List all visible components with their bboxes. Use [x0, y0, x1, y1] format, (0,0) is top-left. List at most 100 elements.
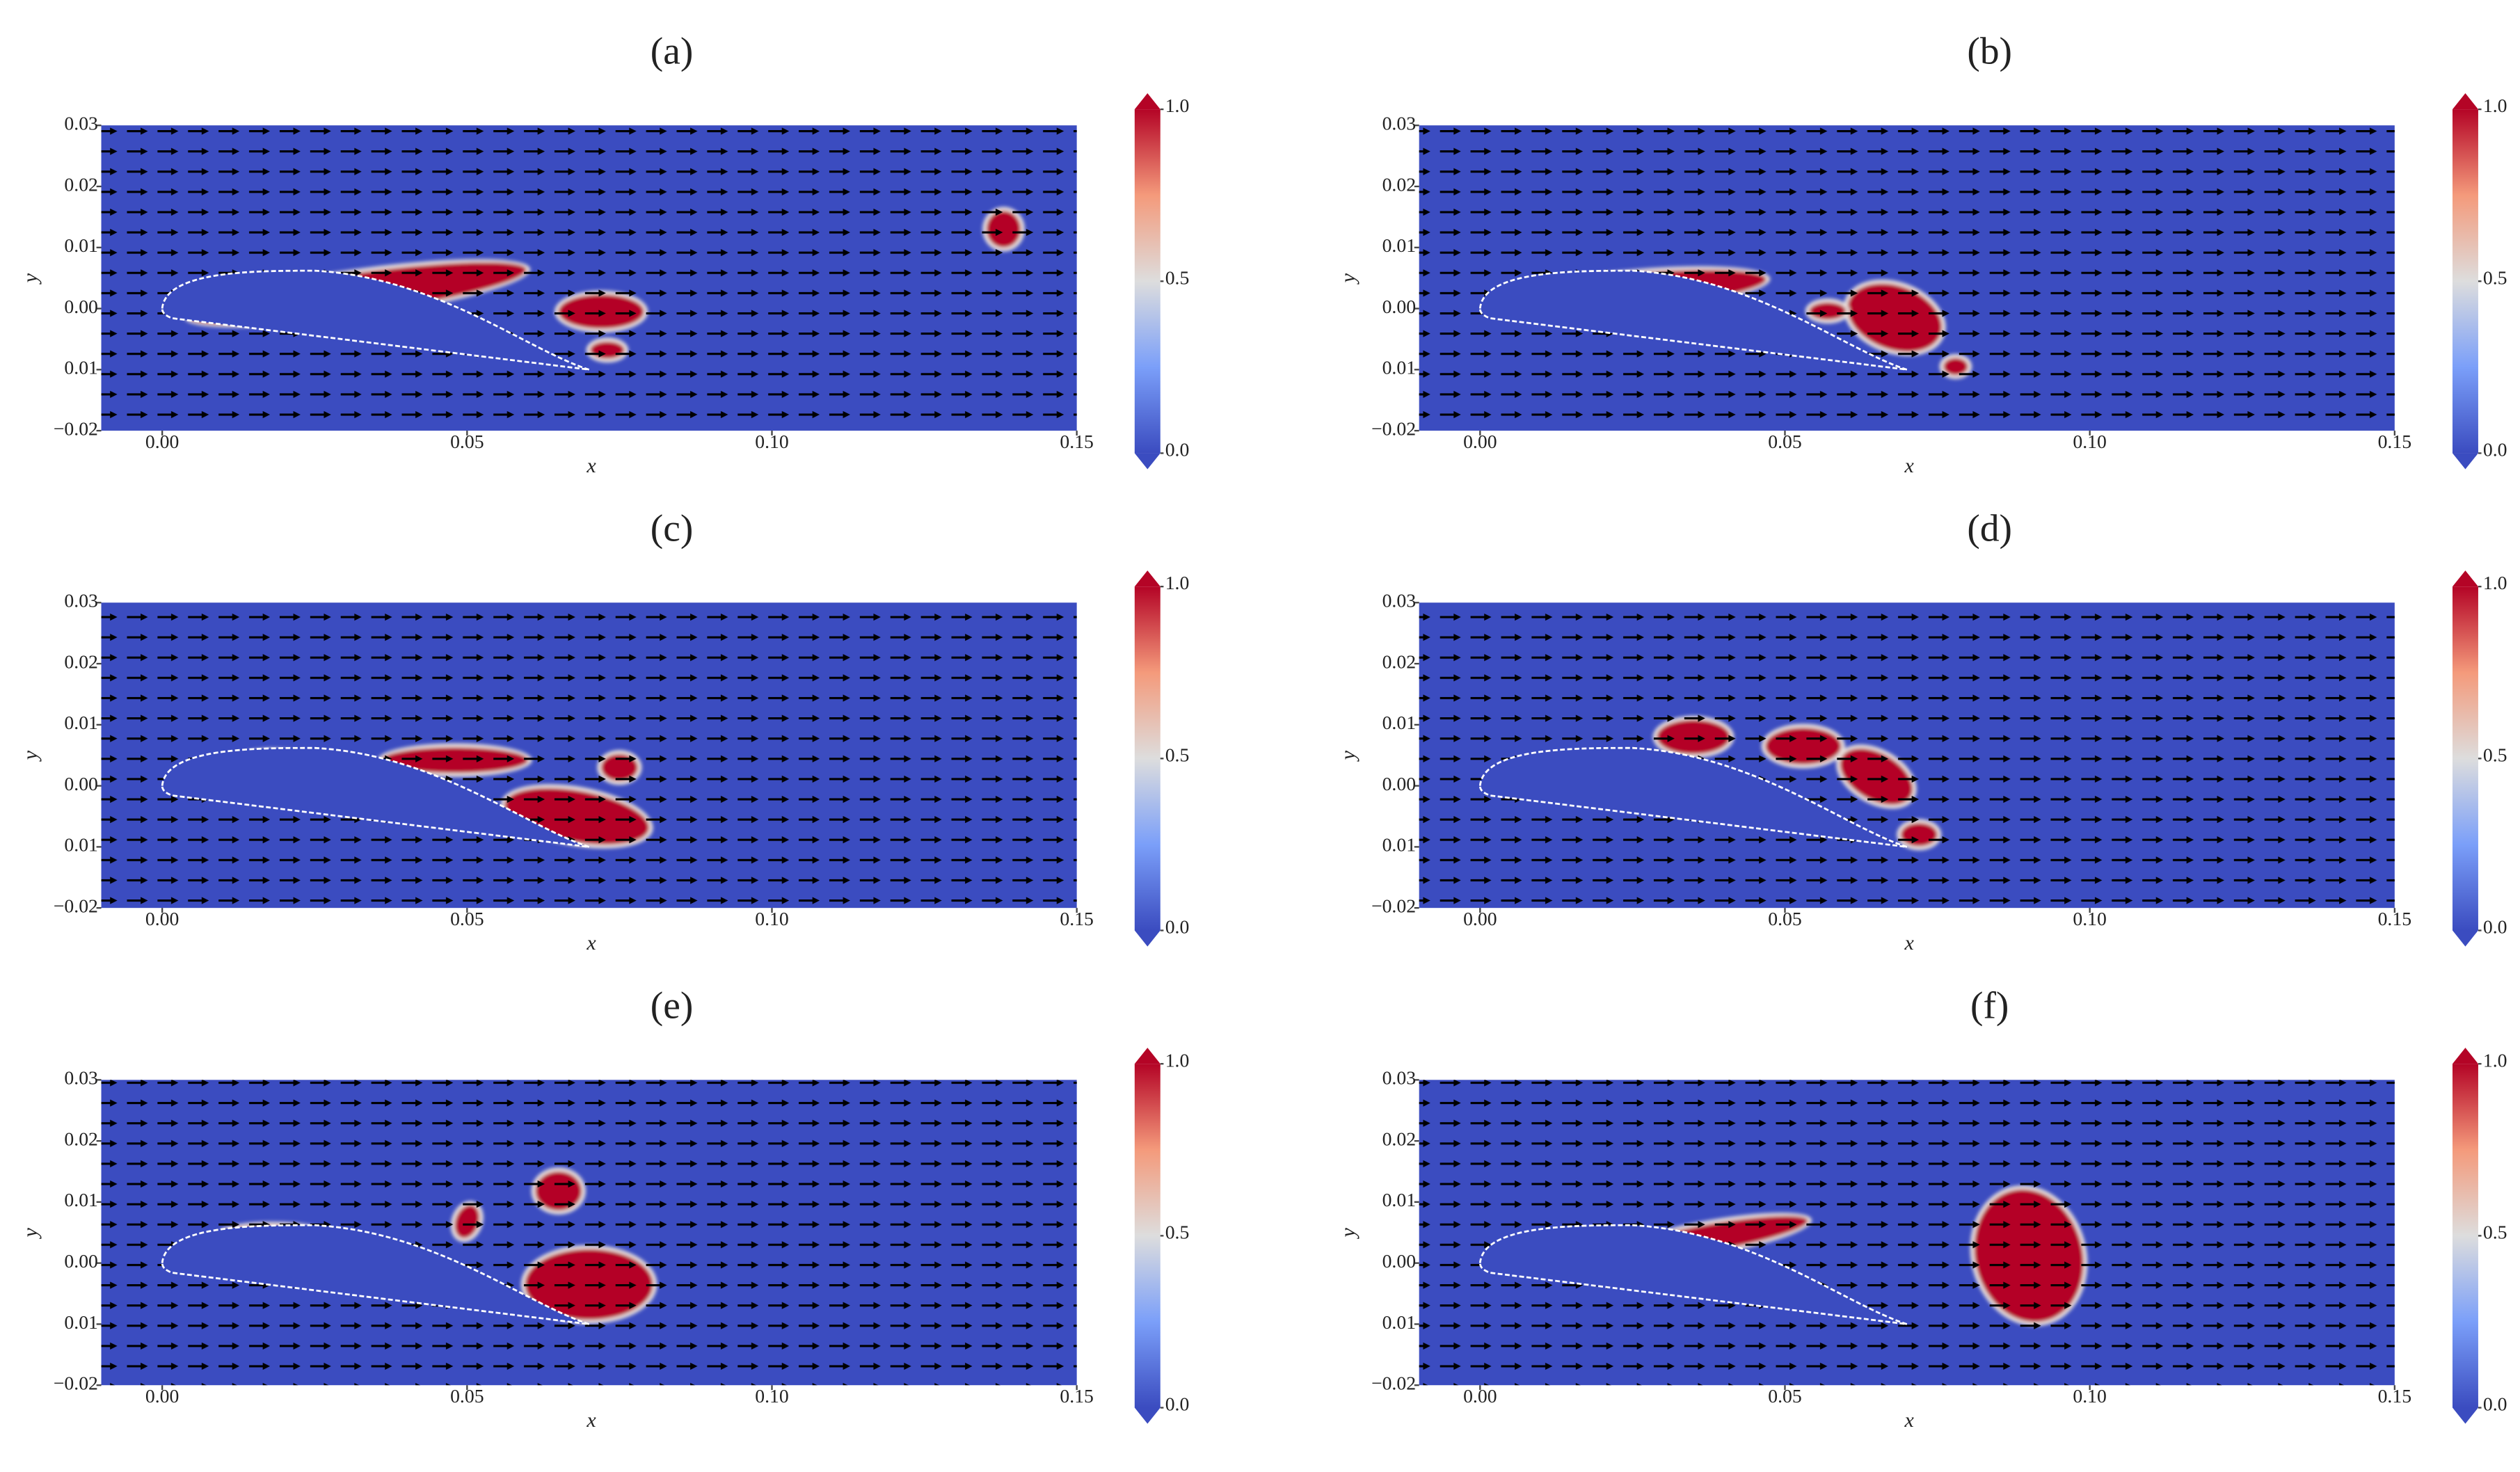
colorbar-tick-label: 0.0	[2483, 916, 2507, 938]
panel-title: (a)	[651, 29, 694, 72]
y-tick-label: 0.01	[64, 234, 97, 256]
colorbar-max	[2452, 93, 2478, 110]
y-tick-label: 0.03	[64, 590, 97, 611]
colorbar-min	[1134, 453, 1161, 470]
y-tick-label: 0.02	[1382, 173, 1416, 195]
y-tick-label: 0.02	[1382, 1128, 1416, 1149]
panel: (b) 0.00 0.05 0.10 0.15 0.03 0.02 0.01 0.00 0.01 −…	[1337, 29, 2507, 477]
colorbar-min	[2452, 453, 2478, 470]
x-tick-label: 0.00	[1463, 908, 1497, 929]
y-tick-label: 0.01	[1382, 834, 1416, 856]
y-axis-label: y	[19, 1227, 42, 1239]
y-tick-label: 0.02	[64, 650, 97, 672]
y-tick-label: 0.01	[64, 834, 97, 856]
colorbar-tick-label: 0.5	[2483, 744, 2507, 765]
y-tick-label: 0.01	[64, 357, 97, 378]
x-tick-label: 0.10	[755, 1385, 788, 1407]
y-axis-label: y	[19, 750, 42, 762]
colorbar	[1134, 1064, 1161, 1408]
colorbar	[1134, 109, 1161, 454]
y-tick-label: 0.02	[64, 1128, 97, 1149]
colorbar-min	[1134, 930, 1161, 947]
x-axis-label: x	[1904, 1409, 1915, 1432]
x-tick-label: 0.00	[1463, 431, 1497, 452]
y-tick-label: −0.02	[54, 895, 98, 917]
panel-title: (c)	[651, 506, 694, 549]
colorbar-tick-label: 1.0	[2483, 95, 2507, 116]
panel: (e) 0.00 0.05 0.10 0.15 0.03 0.02 0.01 0.00 0.01 −…	[19, 984, 1189, 1432]
panel: (f) 0.00 0.05 0.10 0.15 0.03 0.02 0.01 0.00 0.01 −…	[1337, 984, 2507, 1432]
x-tick-label: 0.10	[755, 908, 788, 929]
colorbar-tick-label: 0.5	[1165, 1221, 1190, 1242]
x-tick-label: 0.05	[1768, 431, 1801, 452]
panel-title: (d)	[1967, 506, 2012, 549]
y-tick-label: 0.00	[64, 296, 97, 317]
x-tick-label: 0.15	[2378, 431, 2411, 452]
hydrofoil	[1478, 269, 1908, 371]
colorbar-tick-label: 1.0	[2483, 1049, 2507, 1071]
colorbar-max	[1134, 93, 1161, 110]
y-tick-label: −0.02	[54, 1373, 98, 1394]
colorbar-tick-label: 0.5	[2483, 266, 2507, 288]
hydrofoil	[161, 746, 590, 848]
colorbar-min	[1134, 1407, 1161, 1424]
y-tick-label: 0.00	[1382, 773, 1416, 794]
x-axis-label: x	[1904, 931, 1915, 954]
x-tick-label: 0.05	[450, 431, 484, 452]
colorbar-tick-label: 1.0	[2483, 572, 2507, 593]
y-tick-label: 0.03	[1382, 590, 1416, 611]
colorbar	[2452, 1064, 2478, 1408]
colorbar-max	[2452, 570, 2478, 587]
panel-title: (b)	[1967, 29, 2012, 72]
y-tick-label: 0.03	[64, 1067, 97, 1089]
y-tick-label: 0.00	[64, 1250, 97, 1272]
y-tick-label: 0.01	[1382, 1311, 1416, 1333]
y-tick-label: 0.01	[64, 1311, 97, 1333]
x-tick-label: 0.15	[2378, 1385, 2411, 1407]
y-tick-label: −0.02	[1371, 417, 1416, 439]
y-tick-label: 0.01	[1382, 1189, 1416, 1210]
colorbar-tick-label: 1.0	[1165, 95, 1190, 116]
x-tick-label: 0.10	[2073, 431, 2106, 452]
colorbar	[1134, 586, 1161, 931]
y-tick-label: 0.00	[1382, 1250, 1416, 1272]
y-tick-label: 0.02	[1382, 650, 1416, 672]
x-axis-label: x	[586, 1409, 596, 1432]
y-tick-label: 0.01	[64, 1189, 97, 1210]
panel: (c) 0.00 0.05 0.10 0.15 0.03 0.02 0.01 0.00 0.01 −…	[19, 506, 1189, 954]
colorbar-max	[2452, 1048, 2478, 1064]
y-tick-label: −0.02	[54, 417, 98, 439]
x-axis-label: x	[586, 931, 596, 954]
x-tick-label: 0.00	[1463, 1385, 1497, 1407]
x-tick-label: 0.15	[1060, 431, 1093, 452]
x-tick-label: 0.00	[145, 1385, 179, 1407]
colorbar-tick-label: 1.0	[1165, 1049, 1190, 1071]
y-tick-label: 0.00	[64, 773, 97, 794]
y-tick-label: 0.00	[1382, 296, 1416, 317]
x-tick-label: 0.05	[1768, 1385, 1801, 1407]
y-tick-label: 0.01	[64, 712, 97, 733]
colorbar-tick-label: 0.5	[1165, 266, 1190, 288]
x-tick-label: 0.15	[2378, 908, 2411, 929]
y-axis-label: y	[1337, 273, 1359, 285]
y-tick-label: 0.02	[64, 173, 97, 195]
x-tick-label: 0.00	[145, 908, 179, 929]
x-tick-label: 0.10	[755, 431, 788, 452]
y-tick-label: 0.03	[1382, 113, 1416, 134]
colorbar-tick-label: 0.0	[1165, 916, 1190, 938]
colorbar-min	[2452, 1407, 2478, 1424]
x-tick-label: 0.15	[1060, 908, 1093, 929]
x-axis-label: x	[1904, 454, 1915, 477]
colorbar-max	[1134, 570, 1161, 587]
colorbar-tick-label: 0.0	[1165, 1393, 1190, 1415]
x-tick-label: 0.10	[2073, 1385, 2106, 1407]
y-tick-label: 0.01	[1382, 712, 1416, 733]
y-tick-label: 0.03	[64, 113, 97, 134]
y-axis-label: y	[1337, 1227, 1359, 1239]
y-tick-label: 0.03	[1382, 1067, 1416, 1089]
colorbar-tick-label: 1.0	[1165, 572, 1190, 593]
y-tick-label: −0.02	[1371, 1373, 1416, 1394]
panel: (a) 0.00 0.05 0.10 0.15 0.03 0.02 0.01 0.00 0.01 −…	[19, 29, 1189, 477]
colorbar	[2452, 109, 2478, 454]
